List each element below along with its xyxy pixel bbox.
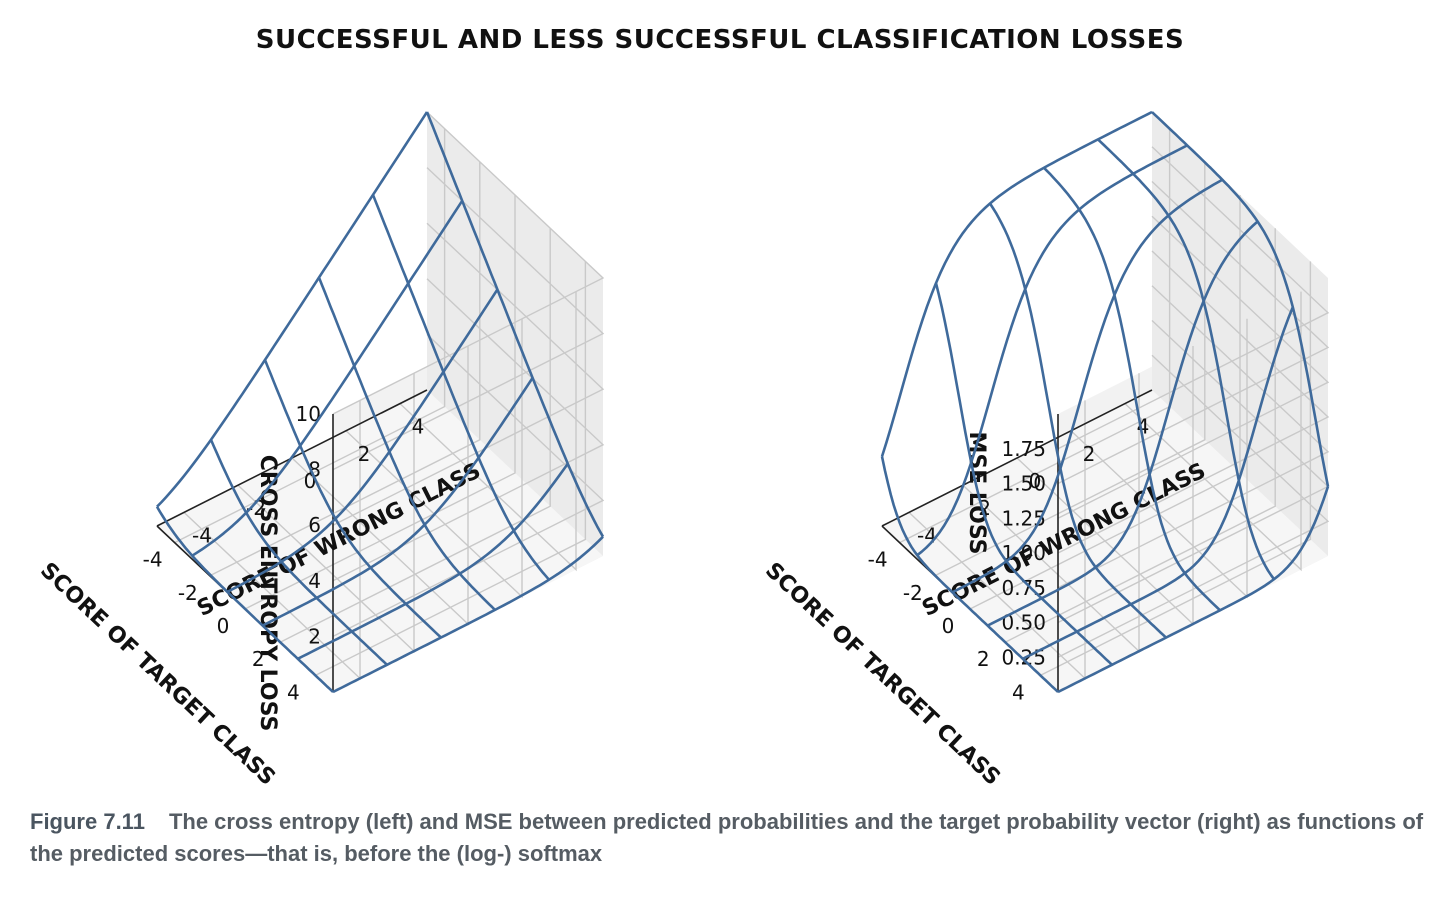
x-tick-label: 4	[287, 680, 300, 704]
z-tick-label: 1.25	[1001, 506, 1046, 530]
gridline-z	[1057, 354, 1330, 658]
surface-wireframe	[880, 110, 1330, 694]
surface-line-target	[191, 200, 464, 557]
surface-line-target	[226, 288, 499, 594]
gridline-x	[934, 161, 1206, 577]
surface-line-target	[332, 535, 604, 694]
gridline-z	[1057, 285, 1330, 589]
surface-line-wrong	[263, 359, 442, 639]
x-tick-label: 2	[252, 647, 265, 671]
gridline-z	[332, 111, 605, 415]
surface-line-target	[156, 111, 429, 508]
surface-line-target	[297, 462, 569, 660]
z-tick-label: 6	[308, 513, 321, 537]
surface-line-wrong	[317, 277, 496, 611]
gridline-z	[332, 333, 605, 638]
gridline-z	[1057, 146, 1330, 450]
z-tick-label: 1.50	[1001, 472, 1046, 496]
surface-line-wrong	[1097, 138, 1276, 580]
z-tick-label: 1.75	[1001, 437, 1046, 461]
caption-label: Figure 7.11	[30, 809, 145, 834]
y-axis-line	[881, 389, 1153, 527]
z-tick-label: 8	[308, 458, 321, 482]
y-tick-label: -4	[192, 523, 212, 547]
y-tick-label: 0	[1029, 469, 1042, 493]
caption-text: The cross entropy (left) and MSE between…	[30, 809, 1424, 866]
surface-line-target	[987, 220, 1259, 627]
x-tick-label: 0	[217, 614, 230, 638]
gridline-x	[1004, 228, 1276, 643]
surface-line-target	[880, 110, 1153, 457]
surface-line-wrong	[209, 439, 388, 666]
mse-panel: 420-2-4-4-20240.250.500.751.001.251.501.…	[760, 110, 1330, 791]
z-tick-label: 4	[308, 569, 321, 593]
surface-line-target	[262, 377, 534, 627]
gridline-z	[1057, 250, 1330, 554]
figure: SUCCESSFUL AND LESS SUCCESSFUL CLASSIFIC…	[35, 25, 1330, 791]
surface-line-target	[916, 144, 1188, 557]
x-tick-label: 4	[1012, 680, 1025, 704]
x-tick-label: -2	[903, 581, 923, 605]
x-tick-label: -2	[178, 581, 198, 605]
surface-line-wrong	[1043, 166, 1221, 612]
gridline-x	[209, 161, 481, 577]
surface-wireframe	[155, 111, 605, 694]
gridline-x	[315, 261, 587, 677]
chart-title: SUCCESSFUL AND LESS SUCCESSFUL CLASSIFIC…	[256, 25, 1184, 55]
x-tick-label: -4	[868, 548, 888, 572]
y-tick-label: -4	[917, 523, 937, 547]
y-tick-label: 4	[412, 415, 425, 439]
gridline-z	[332, 167, 605, 471]
surface-line-wrong	[1151, 111, 1330, 487]
x-tick-label: 2	[977, 647, 990, 671]
surface-line-target	[1057, 486, 1330, 694]
gridline-x	[174, 128, 446, 544]
surface-line-wrong	[988, 202, 1167, 639]
gridline-x	[279, 228, 551, 643]
surface-line-wrong	[880, 456, 1059, 693]
gridline-z	[332, 222, 605, 526]
z-axis-label: CROSS ENTROPY LOSS	[255, 455, 280, 732]
surface-line-wrong	[425, 111, 605, 538]
gridline-x	[1040, 261, 1312, 677]
y-tick-label: -2	[246, 496, 266, 520]
surface-line-wrong	[934, 282, 1113, 666]
gridline-z	[332, 278, 605, 582]
surface-line-wrong	[371, 194, 550, 581]
gridline-x	[244, 195, 516, 610]
figure-caption: Figure 7.11 The cross entropy (left) and …	[30, 806, 1430, 870]
y-tick-label: 2	[1083, 442, 1096, 466]
x-tick-label: 0	[942, 614, 955, 638]
surface-line-target	[1022, 306, 1295, 660]
surface-line-target	[951, 178, 1224, 594]
z-tick-label: 2	[308, 624, 321, 648]
y-tick-label: 2	[358, 442, 371, 466]
gridline-z	[1057, 180, 1330, 485]
surface-line-wrong	[155, 506, 334, 693]
gridline-y	[1124, 291, 1302, 572]
x-tick-label: -4	[143, 548, 163, 572]
gridline-y	[399, 291, 577, 572]
